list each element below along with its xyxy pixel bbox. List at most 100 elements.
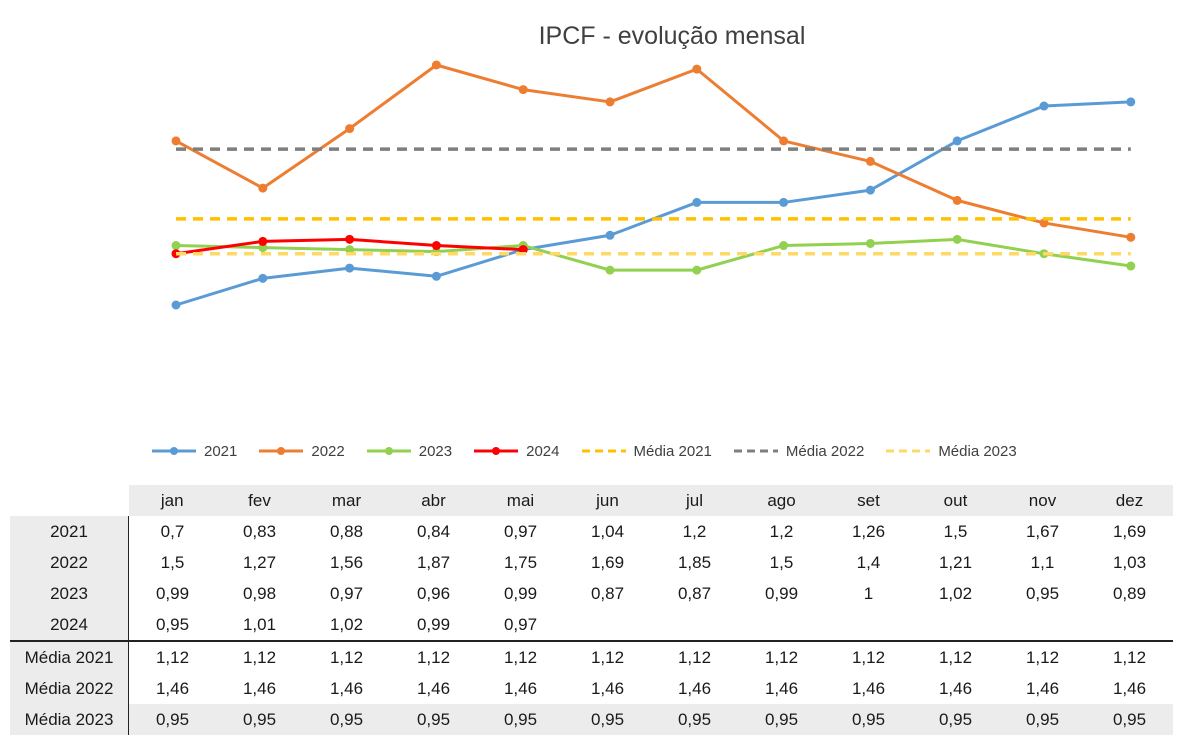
column-header-abr: abr (390, 485, 477, 516)
data-point-2022-mai (518, 85, 528, 95)
table-cell: 0,95 (1086, 704, 1173, 735)
table-cell: 1,02 (938, 583, 973, 603)
table-body: 2021 0,7 0,83 0,88 0,84 0,97 1,04 1,2 1,2 1,26 1,5… (10, 516, 1173, 735)
table-cell: 0,97 (329, 583, 364, 603)
table-cell: 1,12 (390, 640, 477, 673)
table-cell: 0,7 (160, 521, 185, 541)
table-cell: 0,95 (390, 704, 477, 735)
row-label: 2022 (10, 547, 129, 578)
column-header-jun: jun (564, 485, 651, 516)
table-cell: 0,95 (216, 704, 303, 735)
table-row: 2024 0,95 1,01 1,02 0,99 0,97 (10, 609, 1173, 641)
chart-title: IPCF - evolução mensal (538, 22, 806, 50)
table-cell: 1,04 (590, 521, 625, 541)
series-line-2023 (175, 237, 1132, 272)
column-header-fev: fev (216, 485, 303, 516)
table-row: Média 2021 1,12 1,12 1,12 1,12 1,12 1,12 1,12 1,… (10, 640, 1173, 673)
chart-legend: 2021 2022 2023 2024 Média 2021 Média 2022 Médi… (150, 438, 1110, 464)
data-point-2021-out (952, 136, 962, 146)
table-corner-cell (10, 485, 129, 516)
table-cell: 0,99 (503, 583, 538, 603)
table-row: Média 2023 0,95 0,95 0,95 0,95 0,95 0,95 0,95 0,… (10, 704, 1173, 735)
table-cell: 1,46 (329, 678, 364, 698)
legend-label-m-dia-2023: Média 2023 (938, 442, 1017, 460)
legend-swatch-2023 (365, 444, 413, 458)
data-point-2022-abr (431, 60, 441, 70)
legend-label-2021: 2021 (204, 442, 238, 460)
table-cell: 0,95 (825, 704, 912, 735)
legend-swatch-m-dia-2023 (884, 444, 932, 458)
table-row: Média 2022 1,46 1,46 1,46 1,46 1,46 1,46 1,46 1,… (10, 673, 1173, 704)
data-point-2024-mai (518, 245, 528, 255)
table-cell: 1,69 (1112, 521, 1147, 541)
table-cell (738, 609, 825, 641)
column-header-nov: nov (999, 485, 1086, 516)
table-cell: 0,95 (564, 704, 651, 735)
legend-item-2023: 2023 (365, 443, 452, 460)
table-cell: 0,95 (651, 704, 738, 735)
table-cell: 1,12 (564, 640, 651, 673)
column-header-mai: mai (477, 485, 564, 516)
table-cell: 0,87 (590, 583, 625, 603)
data-point-2021-dez (1126, 97, 1136, 107)
table-cell: 1,12 (912, 640, 999, 673)
table-row: 2021 0,7 0,83 0,88 0,84 0,97 1,04 1,2 1,2 1,26 1,5… (10, 516, 1173, 547)
table-cell: 1,46 (155, 678, 190, 698)
legend-label-m-dia-2021: Média 2021 (633, 442, 712, 460)
data-point-2022-nov (1039, 218, 1049, 228)
data-point-2021-ago (779, 197, 789, 207)
legend-swatch-m-dia-2021 (580, 444, 628, 458)
table-cell: 1,46 (1112, 678, 1147, 698)
legend-label-2022: 2022 (311, 442, 345, 460)
data-point-2022-fev (258, 183, 268, 193)
table-cell: 1 (863, 583, 874, 603)
table-cell: 1,4 (856, 552, 881, 572)
line-chart (171, 60, 1136, 310)
table-cell: 0,99 (764, 583, 799, 603)
table-cell: 1,46 (764, 678, 799, 698)
table-cell: 1,46 (677, 678, 712, 698)
data-point-2023-out (952, 234, 962, 244)
data-point-2022-jun (605, 97, 615, 107)
data-point-2022-mar (345, 124, 355, 134)
table-cell: 1,46 (851, 678, 886, 698)
table-cell: 1,69 (590, 552, 625, 572)
table-cell: 0,95 (155, 614, 190, 634)
data-point-2024-mar (345, 234, 355, 244)
row-label: Média 2023 (10, 704, 129, 735)
table-cell: 0,97 (503, 614, 538, 634)
table-cell: 0,88 (329, 521, 364, 541)
column-header-out: out (912, 485, 999, 516)
table-cell (1086, 609, 1173, 641)
table-cell: 1,12 (738, 640, 825, 673)
data-point-2022-set (865, 156, 875, 166)
legend-label-2024: 2024 (526, 442, 560, 460)
data-point-2023-set (865, 238, 875, 248)
table-cell: 0,95 (738, 704, 825, 735)
table-cell: 1,56 (329, 552, 364, 572)
table-cell (825, 609, 912, 641)
legend-item-m-dia-2021: Média 2021 (580, 443, 712, 460)
table-cell: 1,75 (503, 552, 538, 572)
column-header-dez: dez (1086, 485, 1173, 516)
data-point-2022-jan (171, 136, 181, 146)
table-cell: 1,1 (1030, 552, 1055, 572)
legend-item-m-dia-2023: Média 2023 (884, 442, 1017, 460)
data-point-2023-mar (345, 245, 355, 255)
data-point-2024-abr (431, 241, 441, 251)
data-point-2023-jan (171, 241, 181, 251)
column-header-jan: jan (128, 485, 216, 516)
data-point-2023-dez (1126, 261, 1136, 271)
table-cell: 0,95 (999, 704, 1086, 735)
legend-item-2024: 2024 (472, 442, 560, 460)
table-cell (564, 609, 651, 641)
table-cell: 1,46 (503, 678, 538, 698)
table-cell: 1,03 (1112, 552, 1147, 572)
table-cell: 0,95 (303, 704, 390, 735)
table-cell: 1,12 (651, 640, 738, 673)
table-cell: 1,12 (1086, 640, 1173, 673)
column-header-set: set (825, 485, 912, 516)
data-point-2023-ago (779, 241, 789, 251)
data-point-2021-mar (345, 263, 355, 273)
data-point-2022-ago (779, 136, 789, 146)
